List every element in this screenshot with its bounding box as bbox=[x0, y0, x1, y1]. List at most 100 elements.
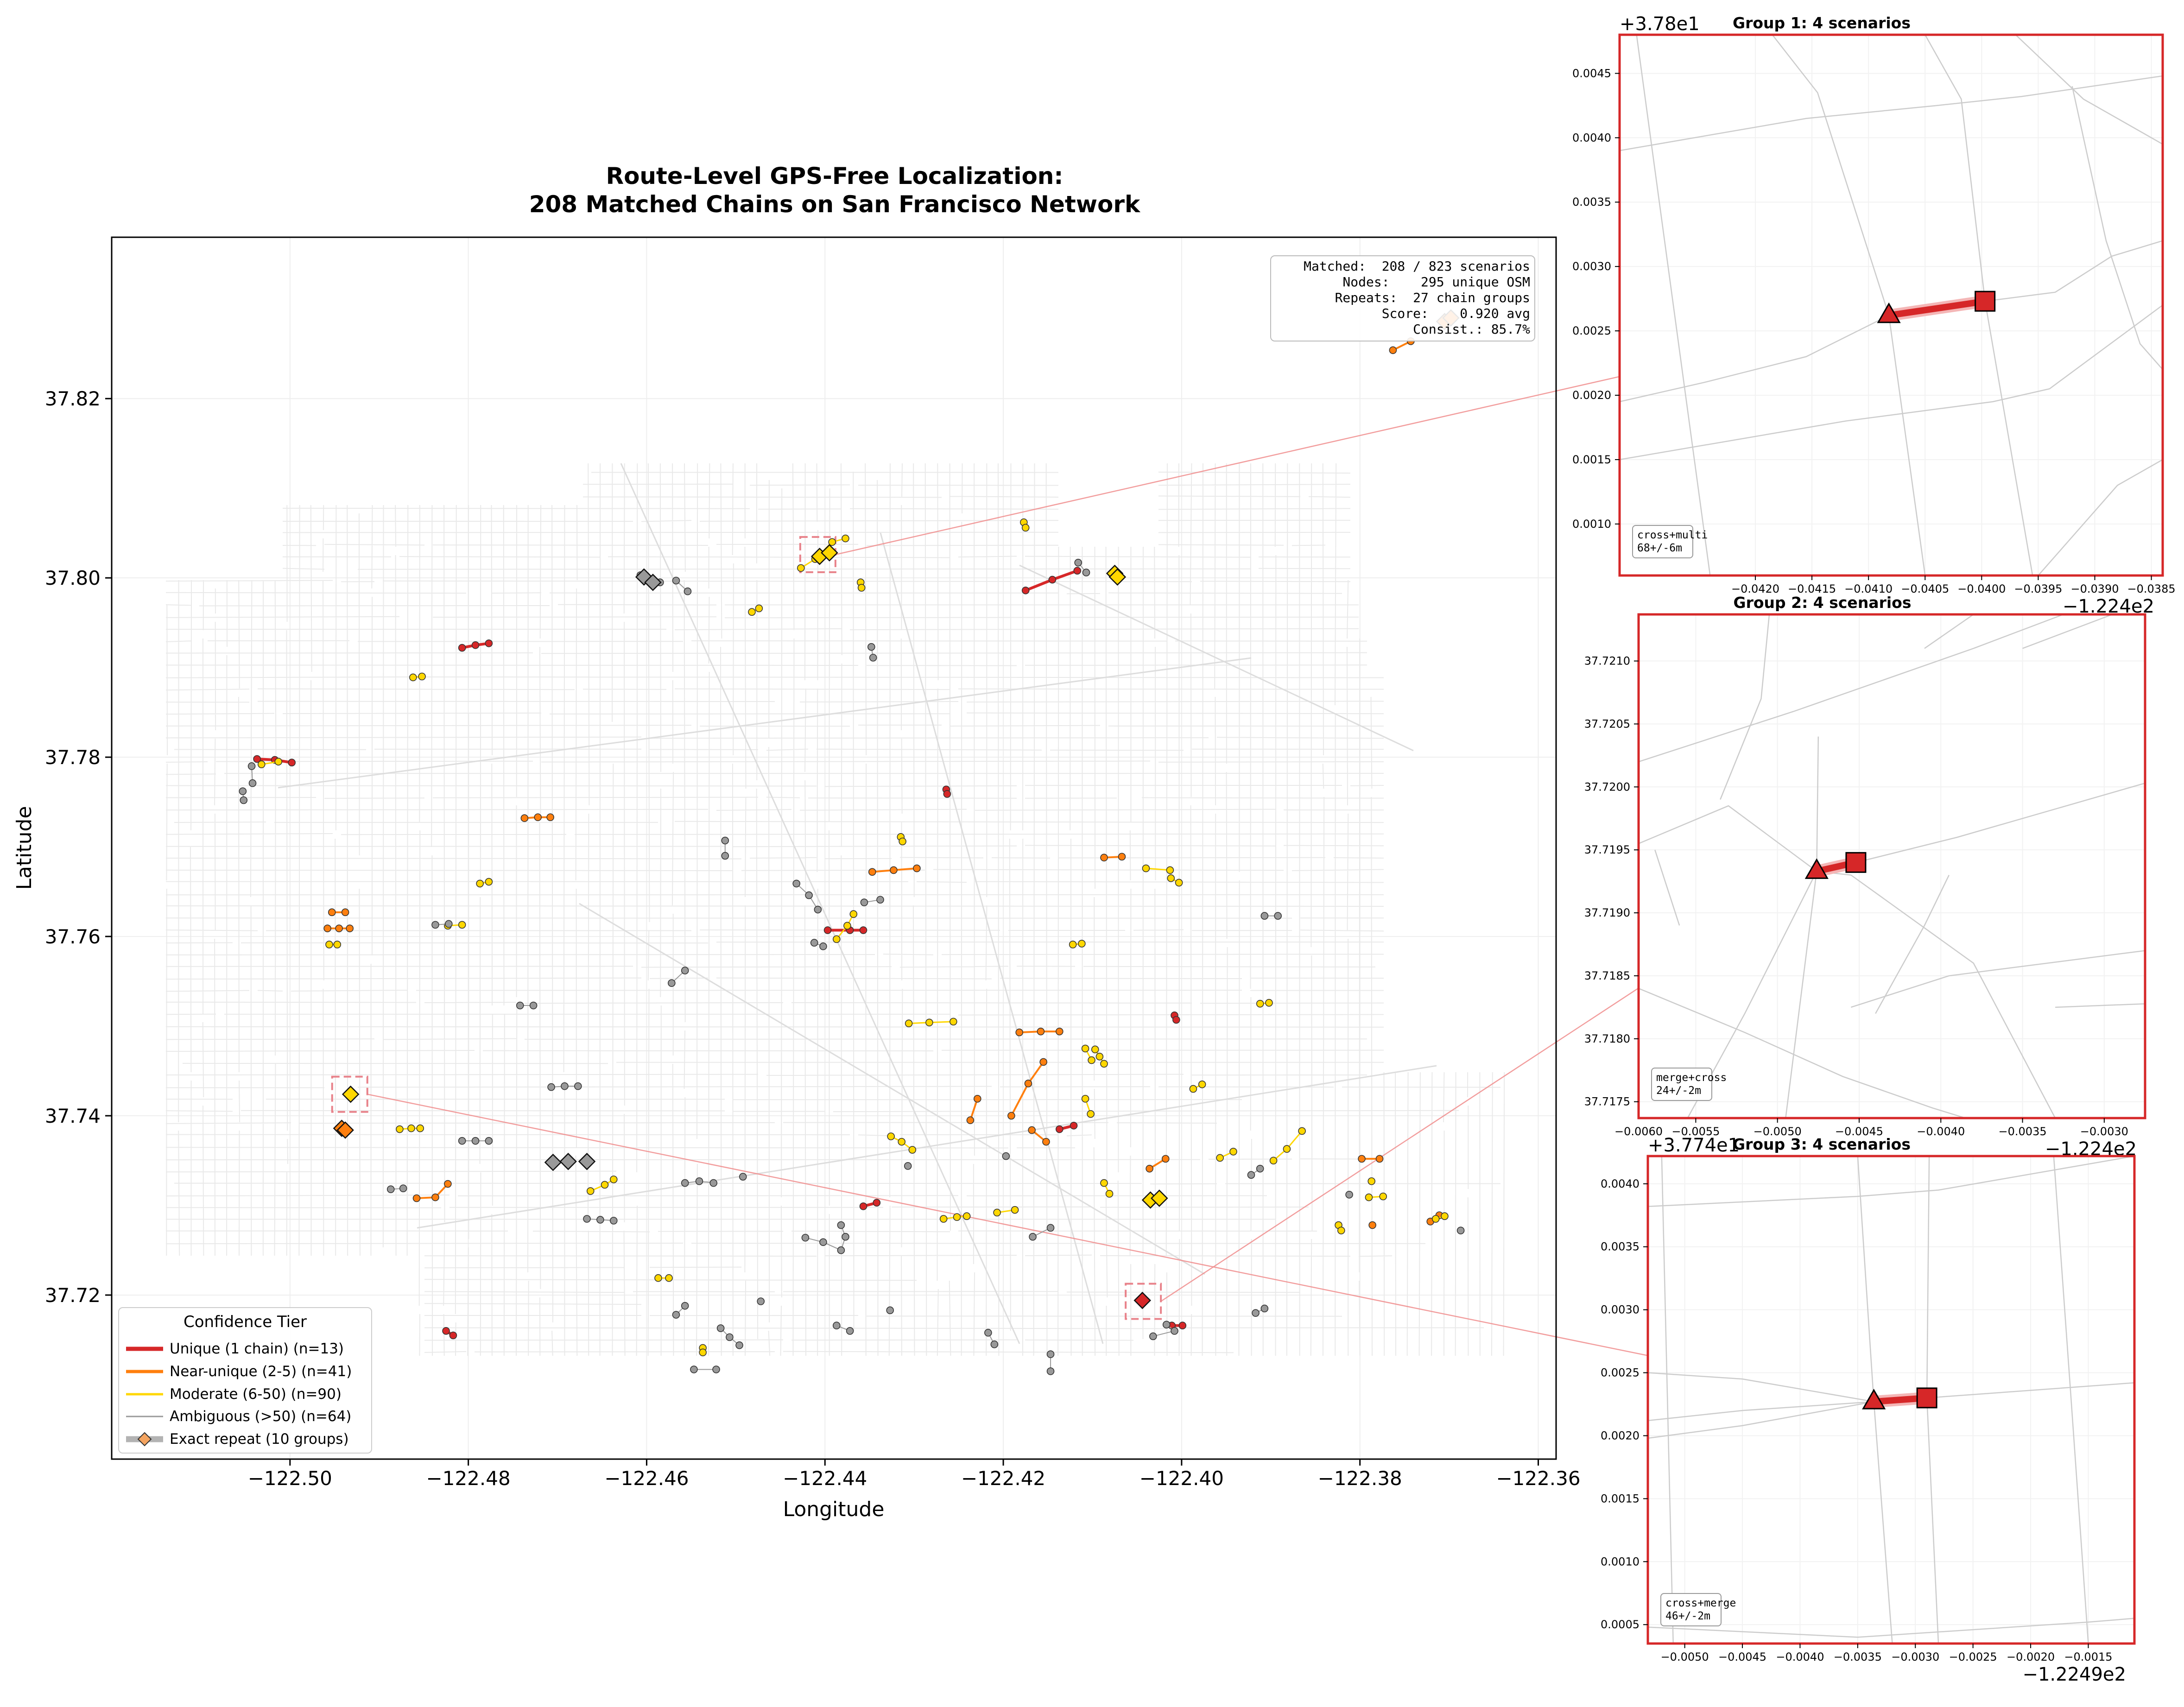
inset-x-tick-label: −0.0045 bbox=[1835, 1125, 1883, 1138]
chain-node bbox=[601, 1181, 609, 1189]
chain-node bbox=[1037, 1027, 1045, 1036]
chain-node bbox=[898, 1138, 906, 1146]
chain-node bbox=[984, 1328, 992, 1337]
chain-unique bbox=[1021, 567, 1082, 594]
chain-node bbox=[739, 1173, 747, 1181]
chain-node bbox=[886, 1306, 894, 1315]
inset-y-tick-label: 0.0015 bbox=[1572, 453, 1611, 466]
exact-repeat-markers bbox=[333, 309, 1460, 1309]
chain-node bbox=[1046, 1350, 1055, 1358]
route-start-triangle-icon bbox=[1804, 858, 1829, 879]
chain-node bbox=[859, 1202, 867, 1210]
chain-node bbox=[1365, 1193, 1373, 1201]
y-axis-ticks: 37.72 37.74 37.76 37.78 37.80 37.82 bbox=[45, 387, 112, 1307]
chain-node bbox=[1441, 1212, 1449, 1220]
chain-near bbox=[328, 908, 349, 917]
inset-title: Group 2: 4 scenarios bbox=[1734, 594, 1912, 612]
legend-label-near-unique: Near-unique (2-5) (n=41) bbox=[170, 1363, 352, 1380]
chain-node bbox=[574, 1082, 582, 1090]
inset-y-tick-label: 0.0045 bbox=[1572, 67, 1611, 80]
inset-street bbox=[1924, 35, 2033, 575]
chain-node bbox=[828, 538, 836, 546]
inset-y-tick-label: 0.0025 bbox=[1572, 324, 1611, 337]
chain-node bbox=[399, 1184, 407, 1193]
chain-node bbox=[721, 836, 729, 845]
chain-node bbox=[709, 1179, 718, 1187]
repeat-diamond bbox=[336, 1121, 354, 1139]
legend-entry-ambiguous: Ambiguous (>50) (n=64) bbox=[126, 1408, 351, 1425]
repeat-group bbox=[810, 544, 838, 565]
chain-node bbox=[1011, 1206, 1019, 1214]
chain-node bbox=[843, 922, 851, 930]
inset-street bbox=[1661, 1156, 1674, 1644]
chain-ambiguous bbox=[247, 762, 257, 787]
inset-note-line: 24+/-2m bbox=[1656, 1085, 1701, 1097]
chain-ambiguous bbox=[810, 939, 827, 950]
inset-y-tick-label: 37.7210 bbox=[1584, 655, 1630, 668]
legend-label-exact-repeat: Exact repeat (10 groups) bbox=[170, 1431, 349, 1448]
repeat-group bbox=[1106, 564, 1127, 586]
chain-ambiguous bbox=[739, 1173, 747, 1181]
chain-node bbox=[1028, 1126, 1036, 1134]
repeat-group bbox=[342, 1085, 360, 1103]
chain-node bbox=[1015, 1028, 1024, 1037]
chain-node bbox=[561, 1082, 569, 1090]
inset-y-tick-label: 0.0030 bbox=[1601, 1303, 1640, 1316]
chain-ambiguous bbox=[832, 1321, 854, 1335]
x-tick-label: −122.50 bbox=[248, 1467, 332, 1490]
chain-node bbox=[596, 1216, 604, 1224]
chain-moderate bbox=[1167, 874, 1183, 887]
chain-node bbox=[1078, 940, 1086, 948]
arterial-street bbox=[1019, 564, 1414, 752]
inset-street bbox=[1620, 304, 2163, 461]
chain-moderate bbox=[1365, 1192, 1387, 1201]
inset-street bbox=[1785, 870, 2056, 1118]
chain-node bbox=[1091, 1045, 1099, 1054]
inset-street bbox=[1648, 1372, 1874, 1403]
chain-node bbox=[1146, 1164, 1153, 1173]
inset-street bbox=[1654, 849, 1680, 926]
chain-node bbox=[1260, 912, 1269, 920]
route-start-triangle-icon bbox=[1862, 1389, 1886, 1410]
chain-node bbox=[684, 587, 692, 595]
chain-node bbox=[681, 1302, 689, 1310]
inset-y-tick-label: 0.0010 bbox=[1572, 518, 1611, 531]
inset-y-offset-label: +3.78e1 bbox=[1620, 13, 1700, 35]
chain-near bbox=[1358, 1155, 1384, 1163]
chain-node bbox=[1216, 1154, 1224, 1162]
chain-node bbox=[1088, 1056, 1095, 1064]
inset-y-tick-label: 0.0040 bbox=[1601, 1177, 1640, 1190]
chain-node bbox=[274, 758, 283, 766]
inset-title: Group 3: 4 scenarios bbox=[1733, 1135, 1911, 1153]
chain-moderate bbox=[905, 1018, 957, 1028]
legend-frame bbox=[118, 1307, 372, 1454]
inset-x-tick-label: −0.0030 bbox=[2080, 1125, 2128, 1138]
chain-ambiguous bbox=[672, 576, 692, 595]
inset-y-tick-label: 0.0015 bbox=[1601, 1492, 1640, 1505]
chain-node bbox=[726, 1333, 734, 1341]
chain-moderate bbox=[1269, 1127, 1306, 1165]
chain-moderate bbox=[1091, 1045, 1108, 1068]
chain-node bbox=[876, 896, 884, 904]
chain-node bbox=[1358, 1155, 1366, 1163]
inset-x-tick-label: −0.0410 bbox=[1844, 582, 1893, 595]
chain-ambiguous bbox=[1260, 912, 1282, 920]
repeat-group bbox=[1133, 1291, 1151, 1309]
chain-node bbox=[1256, 999, 1264, 1008]
chain-node bbox=[973, 1094, 981, 1103]
chain-moderate bbox=[1020, 518, 1030, 532]
chain-node bbox=[842, 1233, 849, 1241]
chain-moderate bbox=[832, 910, 858, 943]
legend-label-ambiguous: Ambiguous (>50) (n=64) bbox=[170, 1408, 351, 1425]
chain-near bbox=[868, 864, 921, 876]
chain-node bbox=[712, 1366, 720, 1373]
chain-node bbox=[442, 1327, 450, 1335]
chain-node bbox=[672, 1311, 680, 1319]
chain-node bbox=[609, 1176, 618, 1183]
chain-ambiguous bbox=[757, 1297, 765, 1305]
inset-x-tick-label: −0.0040 bbox=[1776, 1650, 1824, 1663]
inset-y-tick-label: 0.0030 bbox=[1572, 260, 1611, 273]
chain-node bbox=[1002, 1152, 1010, 1160]
chain-node bbox=[288, 759, 296, 767]
x-tick-label: −122.40 bbox=[1139, 1467, 1224, 1490]
